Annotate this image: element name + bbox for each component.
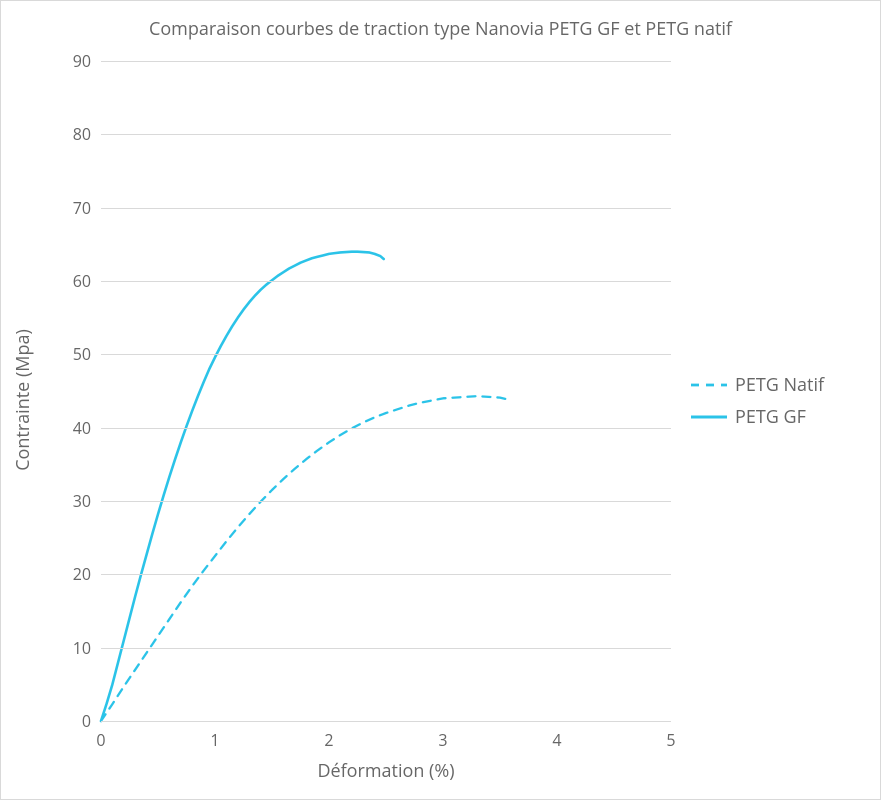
gridline [101, 354, 671, 355]
y-tick-label: 50 [73, 343, 101, 365]
legend-label: PETG Natif [735, 373, 824, 397]
y-tick-label: 60 [73, 270, 101, 292]
y-tick-label: 40 [73, 417, 101, 439]
gridline [101, 428, 671, 429]
y-axis-title: Contrainte (Mpa) [11, 329, 35, 471]
gridline [101, 501, 671, 502]
x-axis-title: Déformation (%) [101, 759, 671, 783]
series-line-0 [101, 396, 509, 721]
gridline [101, 574, 671, 575]
legend-item: PETG GF [691, 405, 824, 429]
gridline [101, 281, 671, 282]
gridline [101, 208, 671, 209]
y-tick-label: 90 [73, 50, 101, 72]
gridline [101, 134, 671, 135]
legend: PETG Natif PETG GF [691, 365, 824, 437]
y-tick-label: 70 [73, 197, 101, 219]
y-tick-label: 10 [73, 637, 101, 659]
y-tick-label: 80 [73, 123, 101, 145]
legend-swatch [691, 410, 727, 424]
x-tick-label: 4 [552, 721, 561, 751]
chart-series-svg [101, 61, 671, 721]
y-tick-label: 30 [73, 490, 101, 512]
gridline [101, 61, 671, 62]
plot-area: 0102030405060708090012345 [101, 61, 671, 721]
gridline [101, 721, 671, 722]
chart-title: Comparaison courbes de traction type Nan… [1, 17, 880, 41]
gridline [101, 648, 671, 649]
legend-label: PETG GF [735, 405, 806, 429]
x-tick-label: 1 [210, 721, 219, 751]
legend-swatch [691, 378, 727, 392]
chart-container: Comparaison courbes de traction type Nan… [0, 0, 881, 800]
x-tick-label: 3 [438, 721, 447, 751]
x-tick-label: 5 [666, 721, 675, 751]
y-tick-label: 20 [73, 563, 101, 585]
series-line-1 [101, 252, 384, 721]
legend-item: PETG Natif [691, 373, 824, 397]
x-tick-label: 0 [96, 721, 105, 751]
x-tick-label: 2 [324, 721, 333, 751]
